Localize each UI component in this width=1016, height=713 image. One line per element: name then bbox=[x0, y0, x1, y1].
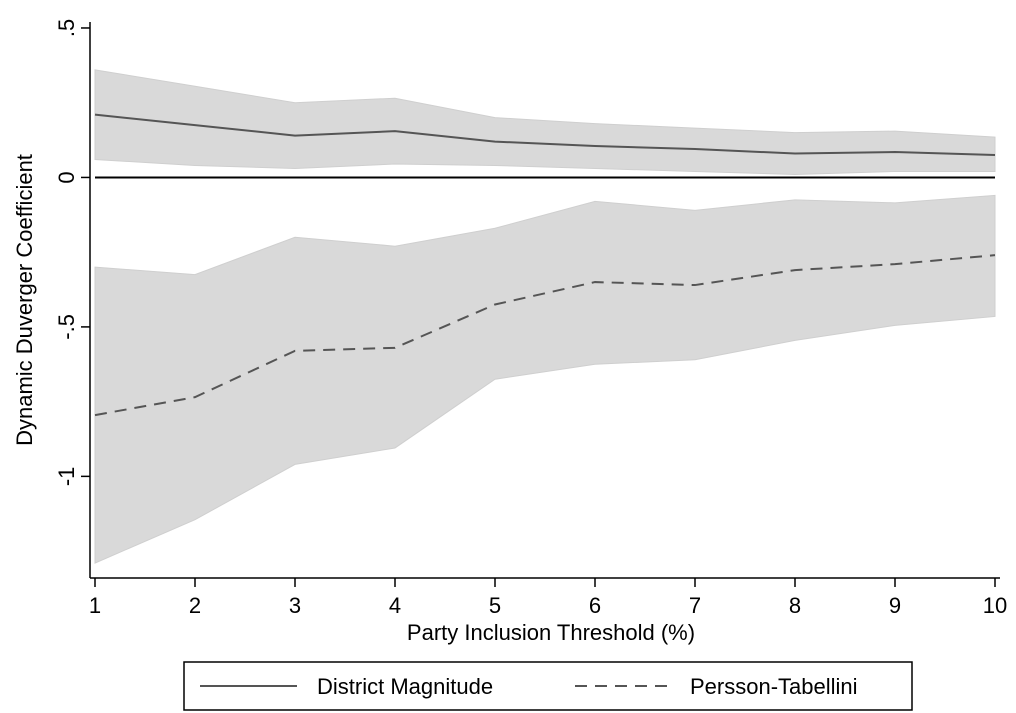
x-axis-title: Party Inclusion Threshold (%) bbox=[407, 620, 695, 645]
legend: District Magnitude Persson-Tabellini bbox=[183, 661, 913, 711]
x-tick-label: 10 bbox=[983, 593, 1007, 618]
x-tick-label: 5 bbox=[489, 593, 501, 618]
legend-label-district-magnitude: District Magnitude bbox=[317, 674, 493, 699]
y-ticks: .5 0 -.5 -1 bbox=[54, 19, 90, 486]
y-tick-label: 0 bbox=[54, 171, 79, 183]
legend-label-persson-tabellini: Persson-Tabellini bbox=[690, 674, 858, 699]
x-ticks: 1 2 3 4 5 6 7 8 9 10 bbox=[89, 578, 1007, 618]
legend-box bbox=[183, 661, 913, 711]
x-tick-label: 4 bbox=[389, 593, 401, 618]
series-lines bbox=[94, 113, 996, 417]
x-tick-label: 9 bbox=[889, 593, 901, 618]
y-tick-label: -1 bbox=[54, 467, 79, 487]
confidence-band-persson-tabellini bbox=[94, 194, 996, 564]
x-tick-label: 7 bbox=[689, 593, 701, 618]
x-tick-label: 8 bbox=[789, 593, 801, 618]
y-axis-title: Dynamic Duverger Coefficient bbox=[12, 154, 37, 446]
x-tick-label: 3 bbox=[289, 593, 301, 618]
x-tick-label: 1 bbox=[89, 593, 101, 618]
confidence-band-district-magnitude bbox=[94, 69, 996, 175]
axes bbox=[89, 22, 1000, 579]
y-tick-label: .5 bbox=[54, 19, 79, 37]
x-tick-label: 2 bbox=[189, 593, 201, 618]
y-tick-label: -.5 bbox=[54, 314, 79, 340]
x-tick-label: 6 bbox=[589, 593, 601, 618]
series-line-district-magnitude bbox=[94, 113, 996, 157]
confidence-bands bbox=[94, 69, 996, 564]
